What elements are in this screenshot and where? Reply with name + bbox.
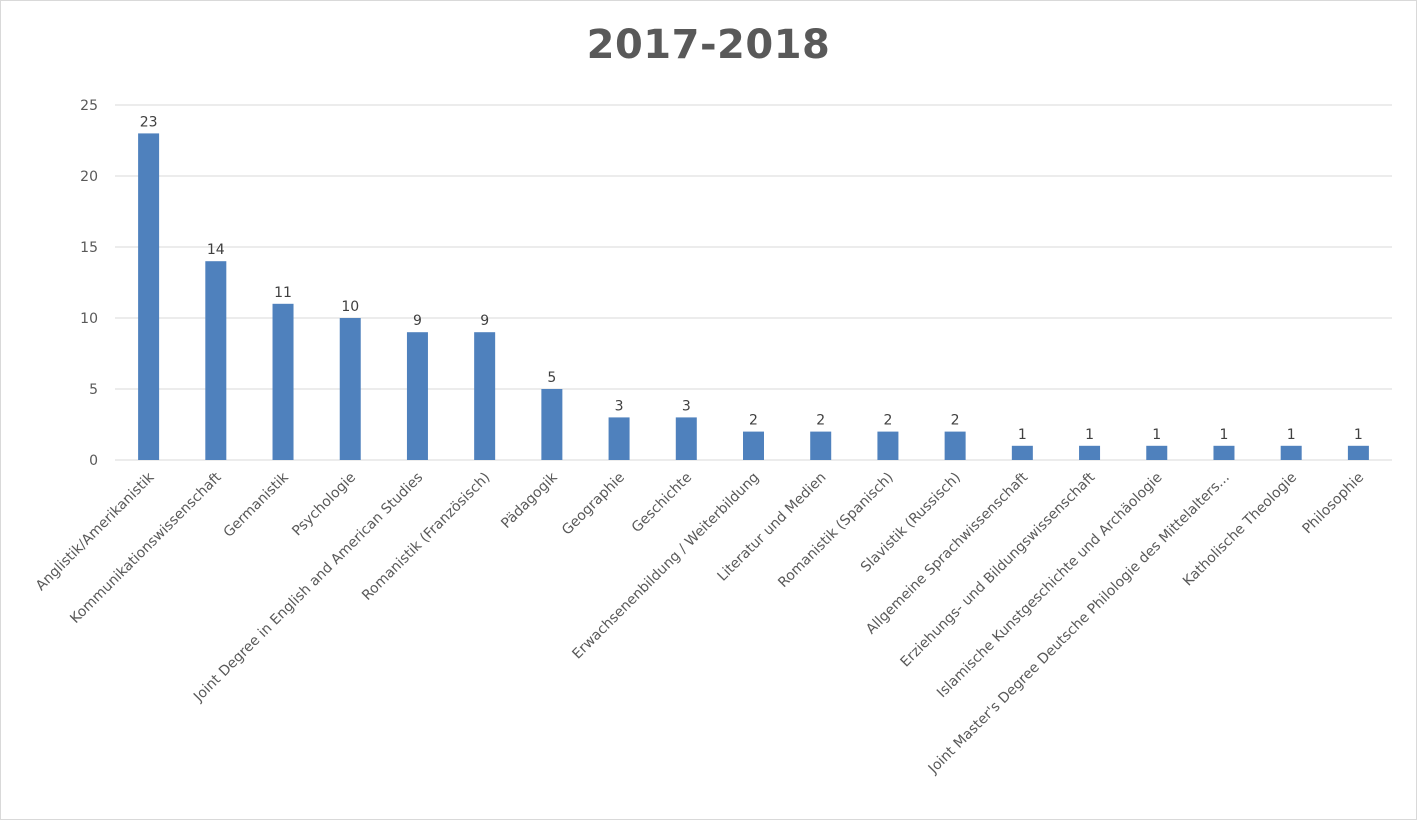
bar — [406, 332, 428, 460]
data-label: 14 — [207, 242, 225, 258]
bar — [339, 318, 361, 460]
bar — [675, 417, 697, 460]
bar — [877, 431, 899, 460]
x-tick-label: Pädagogik — [498, 469, 561, 532]
x-tick-label: Geschichte — [629, 470, 695, 536]
bar — [1213, 445, 1235, 460]
data-label: 9 — [480, 313, 489, 329]
data-label: 1 — [1018, 427, 1027, 443]
x-tick-label: Joint Master's Degree Deutsche Philologi… — [925, 470, 1233, 778]
data-label: 1 — [1220, 427, 1229, 443]
data-label: 3 — [615, 398, 624, 414]
bar — [1280, 445, 1302, 460]
x-tick-label: Islamische Kunstgeschichte und Archäolog… — [934, 470, 1166, 702]
x-tick-label: Romanistik (Französisch) — [359, 470, 493, 604]
data-label: 2 — [951, 413, 960, 429]
x-tick-label: Kommunikationswissenschaft — [67, 469, 225, 627]
y-tick-label: 15 — [80, 240, 98, 256]
y-tick-label: 10 — [80, 311, 98, 327]
bar — [1347, 445, 1369, 460]
x-tick-label: Romanistik (Spanisch) — [775, 470, 896, 591]
data-label: 1 — [1354, 427, 1363, 443]
data-label: 11 — [274, 285, 292, 301]
x-tick-label: Katholische Theologie — [1180, 470, 1300, 590]
y-tick-label: 5 — [89, 382, 98, 398]
bar — [608, 417, 630, 460]
x-tick-label: Philosophie — [1299, 470, 1367, 538]
bar — [1079, 445, 1101, 460]
data-label: 1 — [1287, 427, 1296, 443]
data-label: 2 — [883, 413, 892, 429]
data-label: 1 — [1085, 427, 1094, 443]
x-tick-label: Literatur und Medien — [714, 470, 829, 585]
bar — [474, 332, 496, 460]
bar — [272, 303, 294, 460]
x-tick-label: Joint Degree in English and American Stu… — [190, 470, 426, 706]
data-label: 23 — [140, 114, 158, 130]
data-label: 1 — [1152, 427, 1161, 443]
bar — [138, 133, 160, 460]
y-tick-label: 25 — [80, 98, 98, 114]
y-tick-label: 0 — [89, 453, 98, 469]
x-tick-label: Anglistik/Amerikanistik — [33, 469, 158, 594]
chart-title: 2017-2018 — [586, 22, 831, 68]
x-tick-label: Geographie — [559, 470, 628, 539]
y-tick-label: 20 — [80, 169, 98, 185]
data-label: 2 — [816, 413, 825, 429]
bar — [205, 261, 227, 460]
data-label: 10 — [341, 299, 359, 315]
x-tick-label: Psychologie — [289, 470, 359, 540]
bar — [743, 431, 764, 460]
bar — [944, 431, 966, 460]
x-tick-label: Germanistik — [221, 469, 293, 541]
bar — [541, 389, 563, 460]
bar — [1011, 445, 1033, 460]
data-label: 2 — [749, 413, 758, 429]
bar — [810, 431, 832, 460]
data-label: 9 — [413, 313, 422, 329]
bar — [1146, 445, 1168, 460]
data-label: 3 — [682, 398, 691, 414]
data-label: 5 — [547, 370, 556, 386]
